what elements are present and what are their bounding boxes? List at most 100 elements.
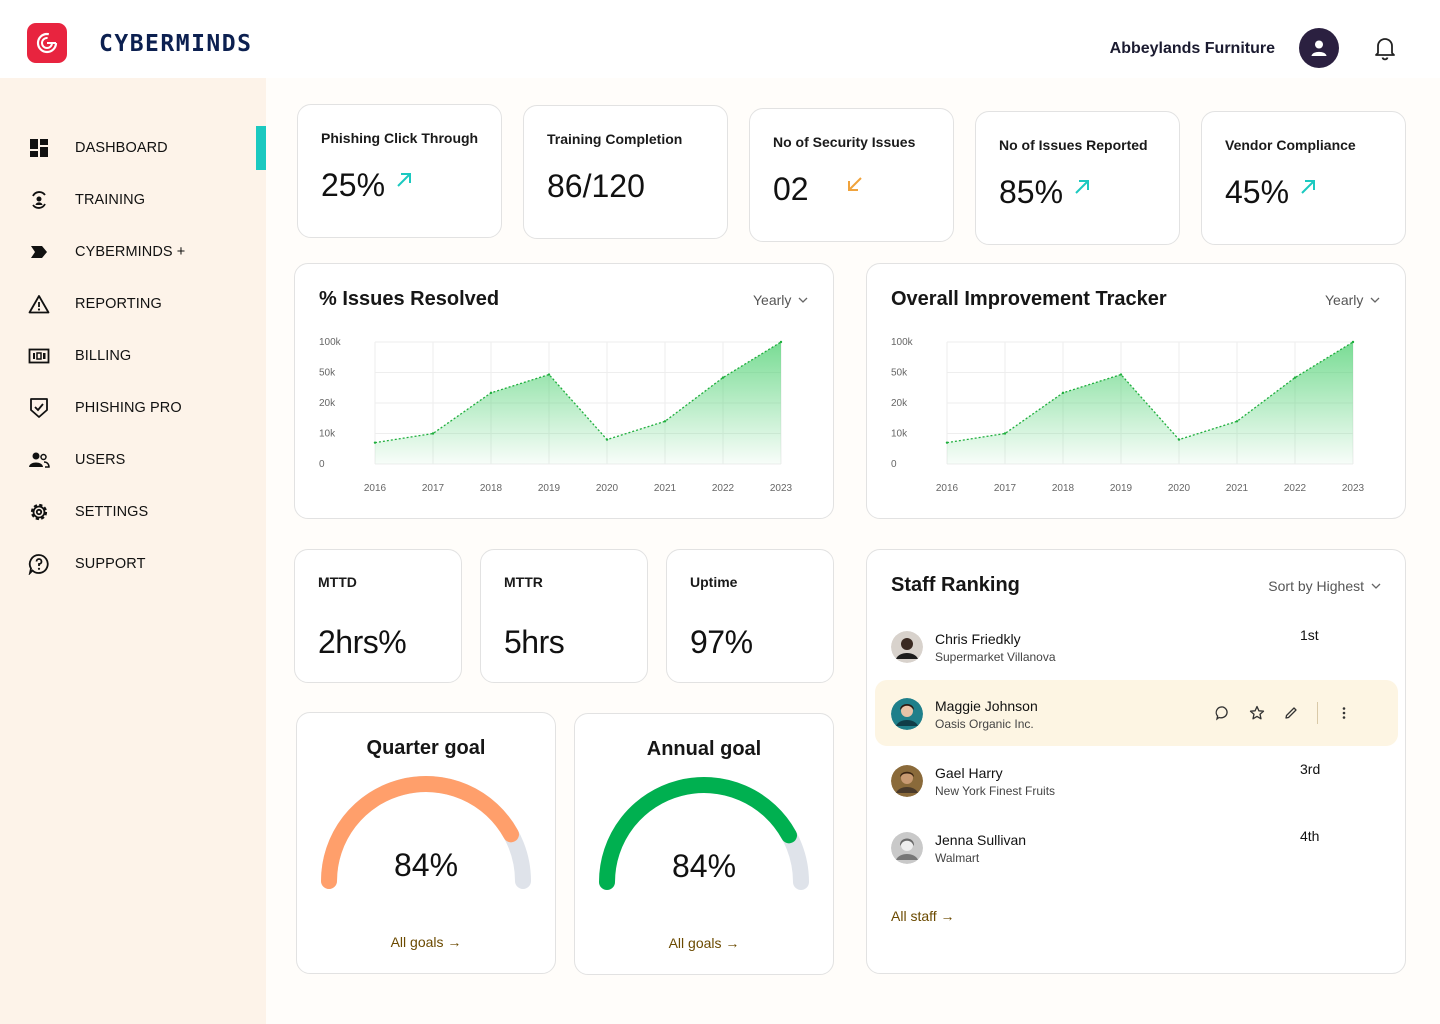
stat-value: 02 <box>773 171 809 207</box>
metric-card-mttr[interactable]: MTTR 5hrs <box>480 549 648 683</box>
sidebar-item-label: USERS <box>75 452 126 468</box>
all-staff-link[interactable]: All staff → <box>891 908 955 924</box>
stat-value: 25% <box>321 167 386 203</box>
sidebar-item-reporting[interactable]: REPORTING <box>0 282 266 326</box>
staff-company: Walmart <box>935 851 980 865</box>
staff-row[interactable]: Chris Friedkly Supermarket Villanova 1st <box>875 613 1398 679</box>
stat-card-issues-reported[interactable]: No of Issues Reported 85% <box>975 111 1180 245</box>
y-tick-label: 10k <box>891 429 908 440</box>
user-icon <box>1311 40 1327 56</box>
x-tick-label: 2018 <box>1052 483 1075 494</box>
y-tick-label: 10k <box>319 429 336 440</box>
data-point <box>489 391 493 395</box>
data-point <box>663 420 667 423</box>
data-point <box>1003 432 1007 435</box>
x-tick-label: 2019 <box>538 483 561 494</box>
x-tick-label: 2020 <box>1168 483 1191 494</box>
metric-card-uptime[interactable]: Uptime 97% <box>666 549 834 683</box>
arrow-right-icon: → <box>447 934 462 950</box>
sidebar: DASHBOARD TRAINING CYBERMINDS + REPORTIN… <box>0 78 266 1024</box>
all-goals-link[interactable]: All goals → <box>575 935 833 951</box>
help-icon <box>28 553 50 575</box>
training-icon <box>28 189 50 211</box>
chart-card-issues-resolved: 100k 50k 20k 10k 0 2016 2017 2018 2019 2020 2021 20… <box>294 263 834 519</box>
more-vertical-icon[interactable] <box>1336 705 1352 721</box>
chart-period-select[interactable]: Yearly <box>753 292 808 308</box>
comment-icon[interactable] <box>1215 705 1231 721</box>
notification-bell-icon[interactable] <box>1373 35 1397 61</box>
sidebar-item-phishing-pro[interactable]: PHISHING PRO <box>0 386 266 430</box>
data-point <box>547 373 551 376</box>
user-avatar-button[interactable] <box>1299 28 1339 68</box>
chevron-down-icon <box>1370 297 1380 303</box>
data-point <box>779 340 783 344</box>
shield-check-icon <box>28 397 50 419</box>
stat-card-phishing-click-through[interactable]: Phishing Click Through 25% <box>297 104 502 238</box>
app-logo-icon[interactable] <box>27 23 67 63</box>
staff-rank: 1st <box>1300 627 1319 643</box>
metric-title: MTTR <box>504 574 543 590</box>
area-fill <box>947 342 1353 464</box>
users-icon <box>28 449 50 471</box>
sidebar-item-label: TRAINING <box>75 192 146 208</box>
stat-title: No of Issues Reported <box>999 137 1148 153</box>
sidebar-item-training[interactable]: TRAINING <box>0 178 266 222</box>
y-tick-label: 50k <box>319 368 336 379</box>
sidebar-item-support[interactable]: SUPPORT <box>0 542 266 586</box>
stat-card-security-issues[interactable]: No of Security Issues 02 <box>749 108 954 242</box>
sidebar-item-label: BILLING <box>75 348 132 364</box>
data-point <box>945 441 949 444</box>
company-name[interactable]: Abbeylands Furniture <box>1109 40 1275 57</box>
stat-title: Vendor Compliance <box>1225 137 1356 153</box>
issues-resolved-chart: 100k 50k 20k 10k 0 2016 2017 2018 2019 2020 2021 20… <box>319 337 793 494</box>
x-tick-label: 2016 <box>936 483 959 494</box>
staff-sort-select[interactable]: Sort by Highest <box>1268 578 1381 594</box>
metric-value: 97% <box>690 624 753 660</box>
staff-row[interactable]: Gael Harry New York Finest Fruits 3rd <box>875 747 1398 813</box>
star-icon[interactable] <box>1249 705 1265 721</box>
metric-title: MTTD <box>318 574 357 590</box>
stat-title: No of Security Issues <box>773 134 916 150</box>
arrow-right-icon: → <box>940 908 955 924</box>
sidebar-item-settings[interactable]: SETTINGS <box>0 490 266 534</box>
stat-value: 45% <box>1225 174 1290 210</box>
stat-card-vendor-compliance[interactable]: Vendor Compliance 45% <box>1201 111 1406 245</box>
staff-avatar <box>891 698 923 730</box>
actions-divider <box>1317 702 1318 724</box>
metric-card-mttd[interactable]: MTTD 2hrs% <box>294 549 462 683</box>
staff-avatar <box>891 765 923 797</box>
sidebar-item-dashboard[interactable]: DASHBOARD <box>0 126 266 170</box>
edit-pencil-icon[interactable] <box>1283 705 1299 721</box>
chevron-down-icon <box>798 297 808 303</box>
data-point <box>721 376 725 379</box>
goal-card-annual: Annual goal 84% All goals → <box>574 713 834 975</box>
staff-row[interactable]: Maggie Johnson Oasis Organic Inc. <box>875 680 1398 746</box>
staff-rank: 3rd <box>1300 761 1321 777</box>
sidebar-item-label: CYBERMINDS + <box>75 244 186 260</box>
x-tick-label: 2017 <box>994 483 1017 494</box>
gauge-fill <box>599 777 797 890</box>
data-point <box>1061 391 1065 395</box>
tag-icon <box>28 241 50 263</box>
x-tick-label: 2018 <box>480 483 503 494</box>
chart-period-select[interactable]: Yearly <box>1325 292 1380 308</box>
sidebar-item-users[interactable]: USERS <box>0 438 266 482</box>
y-tick-label: 100k <box>319 337 342 348</box>
y-tick-label: 20k <box>891 398 908 409</box>
stat-card-training-completion[interactable]: Training Completion 86/120 <box>523 105 728 239</box>
x-tick-label: 2022 <box>1284 483 1307 494</box>
area-fill <box>375 342 781 464</box>
all-goals-link[interactable]: All goals → <box>297 934 555 950</box>
quarter-goal-gauge <box>321 776 531 889</box>
chart-title: % Issues Resolved <box>319 288 500 310</box>
sidebar-item-billing[interactable]: BILLING <box>0 334 266 378</box>
y-tick-label: 0 <box>891 459 897 470</box>
sidebar-item-cyberminds-plus[interactable]: CYBERMINDS + <box>0 230 266 274</box>
arrow-up-right-icon <box>397 173 411 187</box>
active-indicator <box>256 126 266 170</box>
staff-row-actions <box>1215 702 1352 724</box>
all-staff-link-label: All staff <box>891 908 937 924</box>
sidebar-item-label: DASHBOARD <box>75 140 168 156</box>
staff-row[interactable]: Jenna Sullivan Walmart 4th <box>875 814 1398 880</box>
chart-period-label: Yearly <box>1325 292 1364 308</box>
